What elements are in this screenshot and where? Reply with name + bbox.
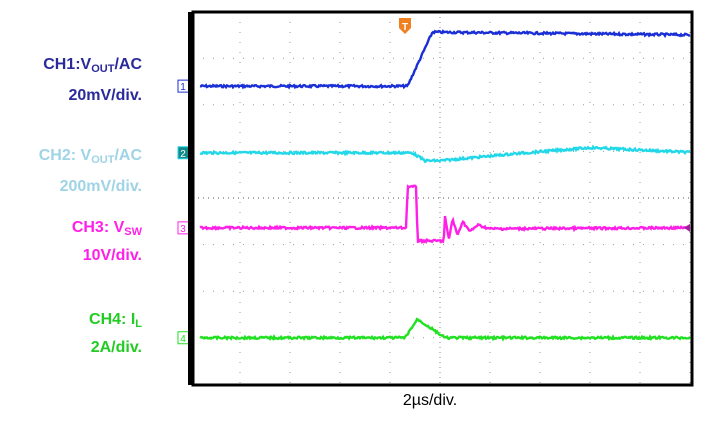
screen-left-bar: [188, 12, 194, 385]
trace-ch3: [199, 184, 691, 245]
trace-ch4: [199, 317, 691, 342]
trace-ch2: [199, 144, 691, 164]
ch2-scale: 200mV/div.: [59, 178, 142, 195]
svg-text:4: 4: [180, 334, 186, 345]
x-axis-label: 2µs/div.: [402, 392, 458, 409]
ch4-scale: 2A/div.: [90, 339, 142, 356]
svg-text:T: T: [402, 22, 408, 33]
screen-background: [193, 12, 692, 385]
svg-text:3: 3: [180, 224, 186, 235]
trigger-level-marker: [684, 223, 690, 232]
svg-text:1: 1: [180, 82, 186, 93]
ch4-label: CH4: IL: [89, 311, 142, 330]
ch1-label: CH1:VOUT/AC: [43, 56, 142, 75]
ch1-scale: 20mV/div.: [68, 87, 142, 104]
svg-text:2: 2: [180, 149, 186, 160]
trace-ch1: [199, 29, 691, 90]
ch3-label: CH3: VSW: [71, 219, 142, 238]
trigger-marker: T: [399, 18, 411, 34]
ch3-scale: 10V/div.: [82, 247, 142, 264]
ch2-label: CH2: VOUT/AC: [38, 147, 142, 166]
